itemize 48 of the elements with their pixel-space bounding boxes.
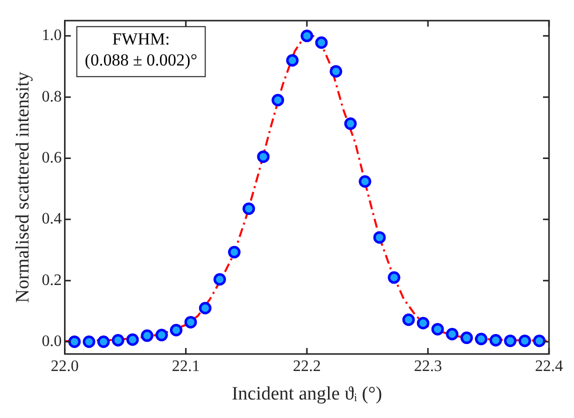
annotation: FWHM: <box>112 30 170 49</box>
y-tick-label: 1.0 <box>42 27 62 44</box>
point <box>446 328 458 340</box>
point <box>416 316 430 330</box>
point <box>358 175 372 188</box>
point <box>228 246 241 258</box>
point <box>518 334 532 348</box>
point <box>97 336 110 348</box>
point <box>402 313 415 326</box>
x-tick-label: 22.0 <box>50 358 79 375</box>
y-tick-label: 0.8 <box>42 88 62 106</box>
point <box>140 329 154 342</box>
point <box>533 334 546 348</box>
point <box>286 54 299 67</box>
x-axis-title: Incident angle ϑᵢ (°) <box>232 384 382 405</box>
point <box>344 117 357 130</box>
x-tick-label: 22.3 <box>414 358 442 375</box>
point <box>198 302 212 314</box>
x-tick-label: 22.1 <box>172 358 200 375</box>
point <box>155 328 168 342</box>
point <box>315 36 328 49</box>
point <box>474 332 488 346</box>
point <box>213 273 226 286</box>
point <box>373 231 386 244</box>
point <box>300 30 314 42</box>
annotation: (0.088 ± 0.002)° <box>84 50 198 70</box>
point <box>504 334 517 348</box>
point <box>82 336 96 348</box>
point <box>184 316 197 328</box>
point <box>388 271 400 284</box>
point <box>112 334 124 346</box>
point <box>68 336 81 348</box>
point <box>272 94 284 106</box>
y-tick-label: 0.0 <box>42 332 62 350</box>
point <box>126 333 139 346</box>
point <box>431 322 444 336</box>
point <box>170 324 182 336</box>
y-tick-label: 0.2 <box>42 272 62 289</box>
point <box>330 65 342 78</box>
y-tick-label: 0.4 <box>42 210 62 228</box>
y-axis-title: Normalised scattered intensity <box>12 71 34 303</box>
x-tick-label: 22.4 <box>535 358 563 375</box>
point <box>489 334 502 346</box>
point <box>242 202 256 215</box>
point <box>460 332 473 344</box>
y-tick-label: 0.6 <box>42 149 62 166</box>
point <box>257 150 270 163</box>
x-tick-label: 22.2 <box>292 358 321 375</box>
